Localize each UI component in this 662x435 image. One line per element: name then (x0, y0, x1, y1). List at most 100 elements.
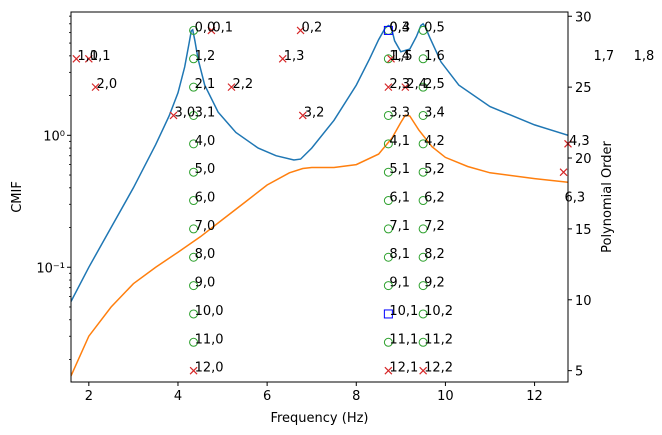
frequency-stable-marker (383, 309, 393, 319)
pole-label: 5,2 (424, 162, 445, 177)
stable-pole-marker (418, 309, 428, 319)
pole-label: 9,0 (195, 276, 216, 291)
y-axis-label: CMIF (10, 181, 25, 213)
unstable-pole-marker (296, 26, 305, 35)
pole-label: 2,5 (424, 77, 445, 92)
y-axis-left: 10⁻¹ 10⁰ (36, 15, 71, 360)
x-tick-label: 12 (526, 389, 543, 404)
unstable-pole-marker (384, 83, 393, 92)
pole-label: 1,4 (389, 49, 410, 64)
cmif1-line (71, 22, 568, 302)
pole-label: 2,4 (406, 77, 427, 92)
unstable-pole-marker (189, 366, 198, 375)
stable-pole-marker (189, 54, 199, 64)
pole-label: 1,7 (594, 49, 615, 64)
pole-label: 6,1 (389, 191, 410, 206)
stable-pole-marker (383, 167, 393, 177)
pole-label: 1,5 (392, 49, 413, 64)
stable-pole-marker (383, 337, 393, 347)
unstable-pole-marker (227, 83, 236, 92)
stable-pole-marker (418, 110, 428, 120)
stable-pole-marker (189, 196, 199, 206)
pole-label: 12,2 (424, 361, 453, 376)
pole-label: 10,0 (195, 304, 224, 319)
pole-label: 9,2 (424, 276, 445, 291)
pole-label: 4,2 (424, 134, 445, 149)
pole-label: 0,4 (389, 20, 410, 35)
stable-pole-marker (189, 252, 199, 262)
pole-label: 0,0 (195, 20, 216, 35)
pole-label: 6,0 (195, 191, 216, 206)
pole-label: 3,2 (304, 105, 325, 120)
pole-label: 7,2 (424, 219, 445, 234)
stable-pole-marker (418, 252, 428, 262)
stable-pole-marker (418, 167, 428, 177)
stable-pole-marker (189, 25, 199, 35)
pole-label: 3,1 (195, 105, 216, 120)
pole-label: 4,3 (569, 134, 590, 149)
stable-pole-marker (383, 139, 393, 149)
y2-tick-label: 5 (575, 365, 583, 380)
unstable-pole-marker (91, 83, 100, 92)
y2-tick-label: 25 (575, 81, 592, 96)
pole-label: 8,0 (195, 247, 216, 262)
pole-label: 11,1 (389, 332, 418, 347)
y2-axis-label: Polynomial Order (600, 140, 615, 252)
stable-pole-marker (418, 224, 428, 234)
stable-pole-marker (189, 110, 199, 120)
stable-pole-marker (418, 25, 428, 35)
stable-pole-marker (383, 196, 393, 206)
cmif2-line (71, 114, 568, 377)
pole-label: 0,2 (302, 20, 323, 35)
pole-label: 5,1 (389, 162, 410, 177)
frequency-stable-marker (383, 25, 393, 35)
pole-markers (72, 25, 572, 375)
pole-label: 3,0 (175, 105, 196, 120)
pole-label: 8,1 (389, 247, 410, 262)
unstable-pole-marker (278, 54, 287, 63)
pole-label: 4,0 (195, 134, 216, 149)
unstable-pole-marker (169, 111, 178, 120)
pole-label: 10,1 (389, 304, 418, 319)
pole-label: 1,6 (424, 49, 445, 64)
x-axis: 2 4 6 8 10 12 (85, 382, 543, 404)
y2-tick-label: 20 (575, 152, 592, 167)
unstable-pole-marker (559, 168, 568, 177)
pole-label: 0,3 (389, 20, 410, 35)
pole-label: 12,1 (389, 361, 418, 376)
pole-label: 11,2 (424, 332, 453, 347)
pole-label: 2,2 (232, 77, 253, 92)
y-tick-label: 10⁻¹ (36, 261, 65, 276)
pole-label: 3,3 (389, 105, 410, 120)
pole-label: 7,1 (389, 219, 410, 234)
stable-pole-marker (189, 281, 199, 291)
pole-label: 1,1 (90, 49, 111, 64)
cmif-curves (71, 22, 568, 377)
stable-pole-marker (189, 82, 199, 92)
plot-frame (70, 11, 569, 383)
pole-label: 12,0 (195, 361, 224, 376)
pole-label: 7,0 (195, 219, 216, 234)
unstable-pole-marker (387, 54, 395, 63)
pole-labels: 0,00,1 0,2 0,30,4 0,5 1,01,1 1,2 1,3 1,41,5 1,6 1… (77, 20, 654, 375)
unstable-pole-marker (84, 54, 93, 63)
stable-pole-marker (418, 82, 428, 92)
x-tick-label: 6 (263, 389, 271, 404)
pole-label: 1,3 (284, 49, 305, 64)
pole-label: 1,8 (634, 49, 655, 64)
stable-pole-marker (383, 54, 393, 64)
x-tick-label: 8 (352, 389, 360, 404)
x-tick-label: 2 (85, 389, 93, 404)
pole-label: 6,3 (565, 191, 586, 206)
pole-label: 2,0 (97, 77, 118, 92)
unstable-pole-marker (207, 26, 216, 35)
stable-pole-marker (418, 281, 428, 291)
stable-pole-marker (418, 196, 428, 206)
pole-label: 11,0 (195, 332, 224, 347)
stable-pole-marker (418, 54, 428, 64)
y-axis-right: 5 10 15 20 25 30 (568, 10, 592, 380)
stable-pole-marker (189, 224, 199, 234)
stable-pole-marker (418, 139, 428, 149)
unstable-pole-marker (298, 111, 307, 120)
